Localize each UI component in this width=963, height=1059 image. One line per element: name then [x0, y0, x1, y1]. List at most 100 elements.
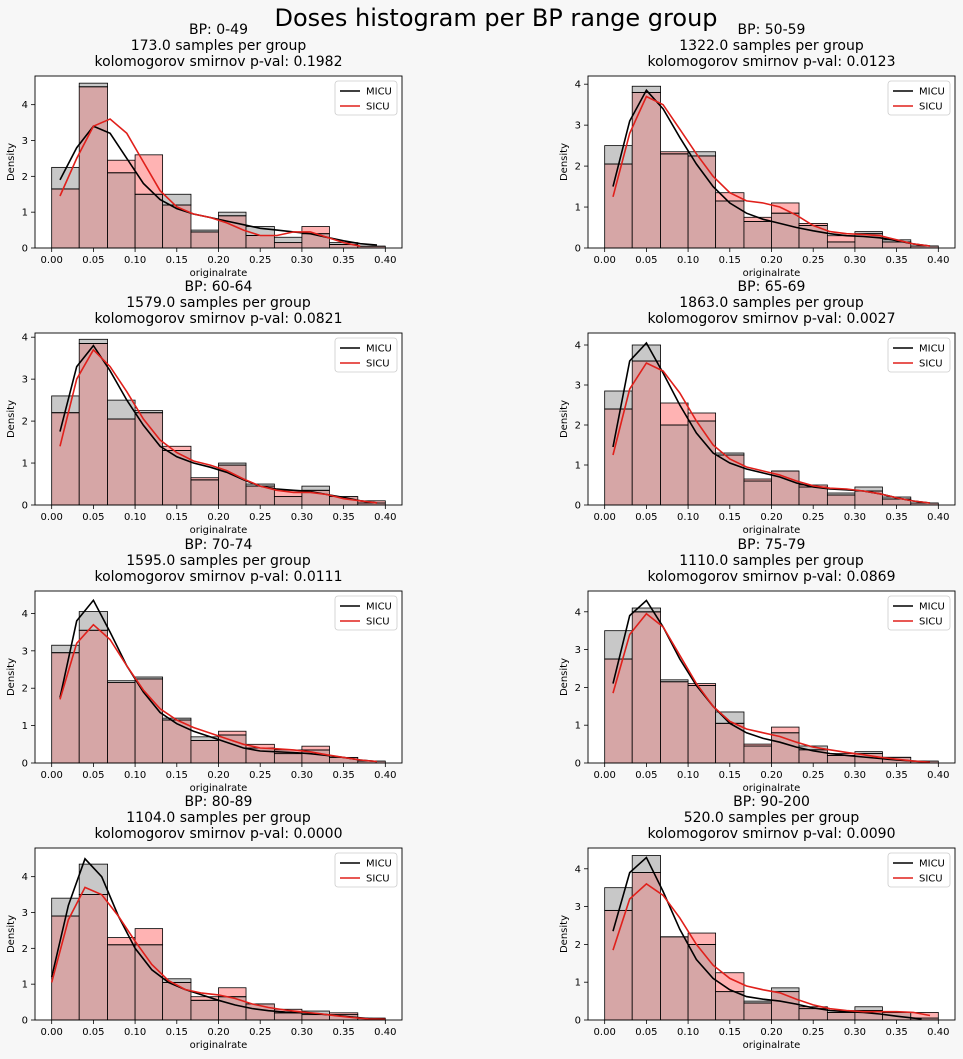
y-tick-label: 0 [575, 759, 581, 770]
hist-bar-overlap [771, 991, 800, 1021]
legend: MICU SICU [334, 80, 398, 116]
x-tick-label: 0.15 [166, 770, 188, 781]
y-axis-label: Density [6, 143, 17, 181]
hist-bar-overlap [798, 1008, 828, 1021]
x-tick-label: 0.15 [166, 512, 188, 523]
y-tick-label: 0 [22, 501, 28, 512]
x-tick-label: 0.35 [885, 1027, 907, 1038]
chart-title-line: BP: 65-69 [738, 279, 806, 295]
hist-bar-overlap [273, 1012, 303, 1021]
y-tick-label: 4 [575, 864, 581, 875]
hist-bar-overlap [78, 86, 108, 249]
legend-label: SICU [366, 617, 390, 628]
chart-title-line: 1104.0 samples per group [126, 810, 311, 826]
y-axis-label: Density [559, 143, 570, 181]
x-tick-label: 0.05 [82, 255, 104, 266]
hist-bar-overlap [743, 745, 772, 764]
x-tick-label: 0.20 [760, 255, 782, 266]
hist-bar-overlap [743, 1002, 772, 1021]
legend-label: MICU [919, 602, 945, 613]
x-tick-label: 0.25 [249, 770, 271, 781]
hist-bar-overlap [687, 420, 717, 506]
y-tick-label: 3 [22, 375, 28, 386]
x-tick-label: 0.00 [41, 512, 63, 523]
x-tick-label: 0.20 [760, 770, 782, 781]
hist-bar-overlap [162, 450, 192, 506]
y-tick-label: 4 [22, 100, 28, 111]
x-tick-label: 0.35 [332, 512, 354, 523]
hist-bar-overlap [687, 943, 717, 1021]
chart-title-line: kolomogorov smirnov p-val: 0.0090 [647, 826, 895, 842]
x-tick-label: 0.35 [332, 770, 354, 781]
hist-bar-overlap [743, 220, 772, 249]
legend-label: SICU [919, 874, 943, 885]
hist-bar-overlap [715, 722, 745, 764]
x-axis-label: originalrate [743, 1040, 801, 1051]
hist-bar-overlap [660, 153, 689, 249]
chart-title-line: 1579.0 samples per group [126, 295, 311, 311]
x-tick-label: 0.10 [124, 512, 146, 523]
hist-bar-overlap [51, 188, 80, 249]
y-tick-label: 1 [22, 459, 28, 470]
hist-bar-sicu [771, 202, 800, 214]
x-tick-label: 0.10 [124, 255, 146, 266]
y-tick-label: 4 [575, 341, 581, 352]
y-tick-label: 2 [575, 162, 581, 173]
hist-bar-overlap [743, 480, 772, 506]
kde-line-sicu [59, 348, 378, 504]
hist-bar-overlap [660, 681, 689, 764]
chart-title-line: kolomogorov smirnov p-val: 0.0027 [647, 311, 895, 327]
x-tick-label: 0.25 [802, 512, 824, 523]
chart-title-line: BP: 80-89 [185, 794, 253, 810]
legend: MICU SICU [887, 595, 951, 631]
hist-bar-overlap [631, 872, 661, 1021]
x-tick-label: 0.30 [291, 512, 313, 523]
x-axis-label: originalrate [743, 783, 801, 794]
x-tick-label: 0.25 [249, 1027, 271, 1038]
legend-label: MICU [919, 87, 945, 98]
hist-bar-overlap [134, 193, 164, 249]
x-tick-label: 0.00 [41, 1027, 63, 1038]
hist-bar-overlap [715, 991, 745, 1021]
y-tick-label: 1 [22, 980, 28, 991]
x-tick-label: 0.10 [677, 255, 699, 266]
x-tick-label: 0.30 [844, 512, 866, 523]
chart-title-line: BP: 0-49 [189, 22, 248, 38]
hist-bar-sicu [107, 159, 136, 174]
x-tick-label: 0.05 [82, 1027, 104, 1038]
x-axis-label: originalrate [743, 525, 801, 536]
hist-bar-overlap [660, 424, 689, 506]
chart-title-line: BP: 60-64 [185, 279, 253, 295]
x-tick-label: 0.40 [374, 255, 396, 266]
hist-bar-micu [604, 630, 633, 660]
hist-bar-sicu [134, 928, 164, 946]
hist-bar-overlap [134, 944, 164, 1021]
legend-label: SICU [919, 617, 943, 628]
x-tick-label: 0.05 [635, 770, 657, 781]
x-tick-label: 0.35 [885, 770, 907, 781]
x-tick-label: 0.25 [802, 255, 824, 266]
y-axis-label: Density [559, 400, 570, 438]
chart-title-line: 1595.0 samples per group [126, 553, 311, 569]
hist-bar-sicu [771, 726, 800, 734]
y-axis-label: Density [6, 658, 17, 696]
x-tick-label: 0.15 [719, 1027, 741, 1038]
y-tick-label: 1 [22, 721, 28, 732]
x-axis-label: originalrate [190, 525, 248, 536]
x-tick-label: 0.05 [635, 255, 657, 266]
y-tick-label: 1 [575, 978, 581, 989]
hist-bar-overlap [78, 894, 108, 1021]
hist-bar-overlap [273, 753, 303, 764]
hist-bar-overlap [687, 155, 717, 249]
x-tick-label: 0.10 [124, 1027, 146, 1038]
y-tick-label: 2 [575, 683, 581, 694]
x-tick-label: 0.15 [719, 512, 741, 523]
x-tick-label: 0.40 [927, 770, 949, 781]
x-tick-label: 0.15 [166, 255, 188, 266]
y-tick-label: 2 [575, 940, 581, 951]
hist-bar-overlap [273, 242, 303, 249]
chart-title-line: 173.0 samples per group [131, 38, 307, 54]
y-tick-label: 4 [22, 609, 28, 620]
